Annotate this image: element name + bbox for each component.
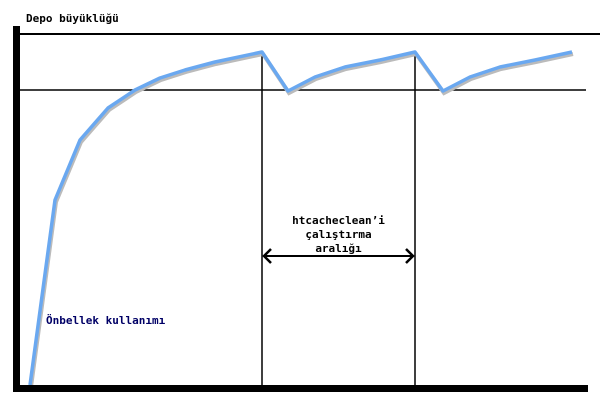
usage-curve bbox=[28, 50, 573, 386]
y-axis bbox=[13, 26, 20, 392]
usage-curve-shadow bbox=[29, 51, 574, 388]
x-axis bbox=[13, 385, 588, 392]
y-axis-title: Depo büyüklüğü bbox=[26, 12, 119, 25]
arrow-head-right bbox=[405, 248, 415, 264]
interval-label-line: htcacheclean’i bbox=[292, 214, 385, 227]
interval-label: htcacheclean’i çalıştırma aralığı bbox=[262, 214, 415, 256]
interval-label-line: aralığı bbox=[315, 242, 362, 255]
interval-label-line: çalıştırma bbox=[305, 228, 372, 241]
curve-label: Önbellek kullanımı bbox=[46, 314, 166, 327]
arrow-head-left bbox=[262, 248, 272, 264]
